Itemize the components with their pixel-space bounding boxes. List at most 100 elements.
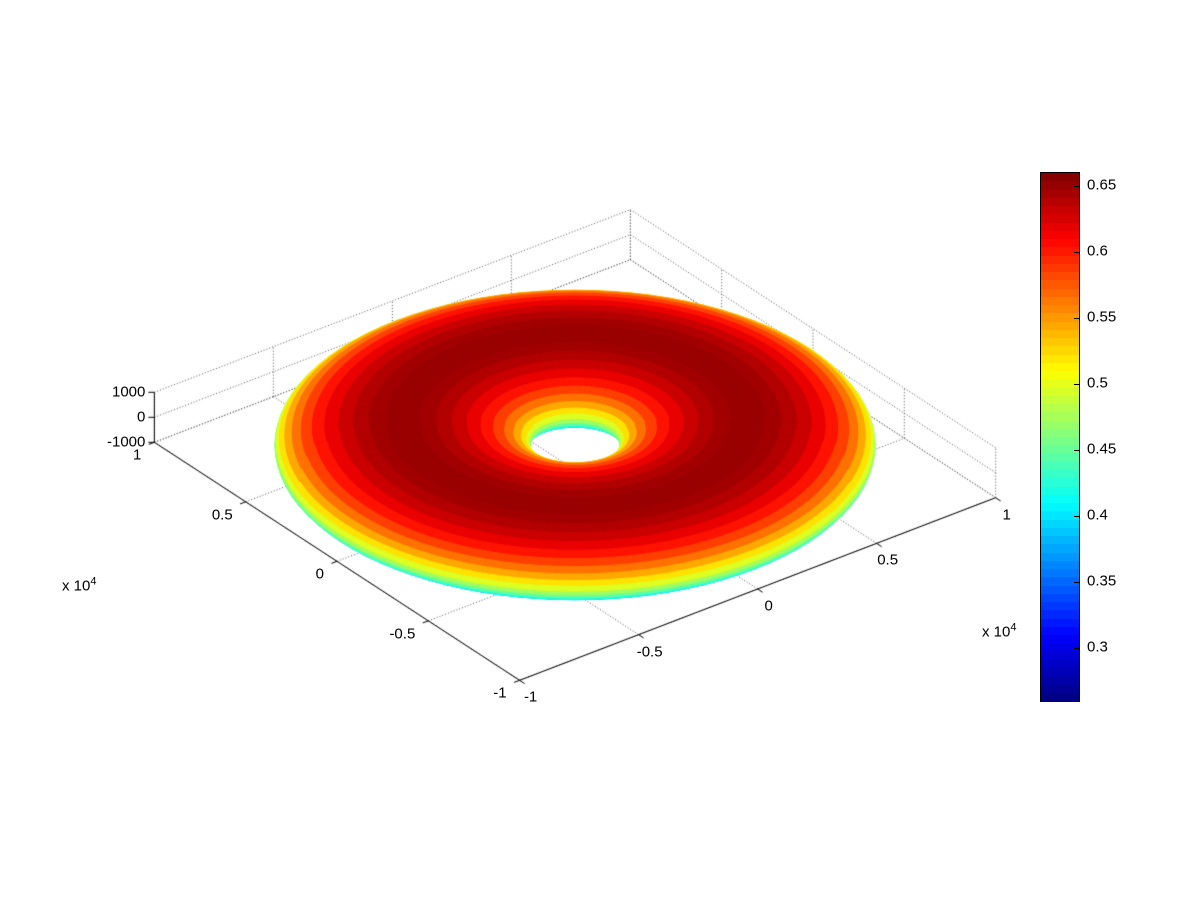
colorbar-color-strip	[1041, 494, 1079, 504]
colorbar-color-strip	[1041, 676, 1079, 686]
y-axis-tick-label: 0	[315, 565, 324, 583]
colorbar-tick-label: 0.55	[1087, 308, 1117, 326]
x-axis-tick-label: -1	[523, 688, 538, 706]
colorbar-color-strip	[1041, 560, 1079, 570]
colorbar-tick-label: 0.6	[1087, 242, 1108, 260]
x-axis-tick-label: 0.5	[877, 551, 899, 569]
colorbar-color-strip	[1041, 255, 1079, 265]
colorbar-color-strip	[1041, 684, 1079, 694]
colorbar-color-strip	[1041, 544, 1079, 554]
colorbar-color-strip	[1041, 461, 1079, 471]
x-axis-exponent-label: x 104	[982, 621, 1017, 641]
z-axis-tick-label: 1000	[111, 383, 146, 401]
colorbar-color-strip	[1041, 593, 1079, 603]
colorbar-color-strip	[1041, 272, 1079, 281]
colorbar-color-strip	[1041, 404, 1079, 413]
x-axis-tick-label: 0	[764, 597, 773, 615]
colorbar-tick-label: 0.45	[1087, 440, 1117, 458]
colorbar-color-strip	[1041, 173, 1079, 182]
colorbar-color-strip	[1041, 453, 1079, 463]
colorbar-color-strip	[1041, 519, 1079, 529]
colorbar-color-strip	[1041, 280, 1079, 290]
colorbar-color-strip	[1041, 552, 1079, 562]
y-axis-exponent-label-text: x 10	[62, 577, 91, 595]
colorbar-color-strip	[1041, 651, 1079, 661]
colorbar-color-strip	[1041, 585, 1079, 595]
colorbar-color-strip	[1041, 222, 1079, 232]
colorbar-color-strip	[1041, 445, 1079, 455]
colorbar-tick-mark	[1074, 384, 1079, 386]
colorbar-color-strip	[1041, 371, 1079, 380]
colorbar-color-strip	[1041, 206, 1079, 215]
colorbar-tick-mark	[1074, 186, 1079, 188]
colorbar-color-strip	[1041, 247, 1079, 257]
colorbar-color-strip	[1041, 362, 1079, 372]
colorbar-color-strip	[1041, 692, 1079, 702]
colorbar-color-strip	[1041, 338, 1079, 347]
colorbar-tick-mark	[1074, 582, 1079, 584]
colorbar-tick-mark	[1074, 252, 1079, 254]
colorbar-color-strip	[1041, 643, 1079, 653]
colorbar-color-strip	[1041, 527, 1079, 537]
colorbar-tick-mark	[1074, 516, 1079, 518]
colorbar-color-strip	[1041, 395, 1079, 405]
x-axis-tick-label: 1	[1002, 506, 1011, 524]
y-axis-exponent-label-power: 4	[90, 575, 97, 588]
colorbar-color-strip	[1041, 346, 1079, 356]
colorbar-tick-label: 0.4	[1087, 506, 1108, 524]
colorbar-tick-label: 0.65	[1087, 176, 1117, 194]
colorbar-color-strip	[1041, 313, 1079, 323]
z-axis-tick-label: -1000	[106, 433, 146, 451]
colorbar-color-strip	[1041, 503, 1079, 512]
x-axis-exponent-label-power: 4	[1010, 621, 1017, 634]
colorbar-color-strip	[1041, 263, 1079, 273]
colorbar-color-strip	[1041, 626, 1079, 636]
colorbar-color-strip	[1041, 412, 1079, 422]
x-axis-exponent-label-text: x 10	[982, 623, 1011, 641]
colorbar-color-strip	[1041, 470, 1079, 479]
colorbar-tick-mark	[1074, 318, 1079, 320]
y-axis-tick-label: -1	[493, 684, 507, 702]
colorbar-color-strip	[1041, 618, 1079, 628]
colorbar	[1040, 172, 1080, 702]
colorbar-color-strip	[1041, 420, 1079, 430]
colorbar-color-strip	[1041, 635, 1079, 644]
colorbar-color-strip	[1041, 486, 1079, 496]
colorbar-color-strip	[1041, 437, 1079, 446]
colorbar-color-strip	[1041, 428, 1079, 438]
colorbar-color-strip	[1041, 329, 1079, 339]
colorbar-color-strip	[1041, 659, 1079, 669]
colorbar-color-strip	[1041, 288, 1079, 298]
colorbar-color-strip	[1041, 239, 1079, 248]
colorbar-color-strip	[1041, 181, 1079, 191]
colorbar-color-strip	[1041, 214, 1079, 224]
colorbar-color-strip	[1041, 511, 1079, 521]
colorbar-color-strip	[1041, 197, 1079, 207]
y-axis-tick-label: 0.5	[211, 506, 233, 524]
colorbar-tick-label: 0.3	[1087, 638, 1108, 656]
colorbar-color-strip	[1041, 610, 1079, 620]
colorbar-color-strip	[1041, 354, 1079, 364]
y-axis-tick-label: -0.5	[389, 625, 416, 643]
colorbar-color-strip	[1041, 230, 1079, 240]
y-axis-tick-label: 1	[133, 446, 142, 464]
colorbar-color-strip	[1041, 387, 1079, 397]
colorbar-color-strip	[1041, 321, 1079, 331]
colorbar-tick-mark	[1074, 450, 1079, 452]
colorbar-color-strip	[1041, 305, 1079, 314]
colorbar-color-strip	[1041, 577, 1079, 587]
x-axis-tick-label: -0.5	[636, 643, 663, 661]
colorbar-color-strip	[1041, 536, 1079, 545]
colorbar-color-strip	[1041, 296, 1079, 306]
z-axis-tick-label: 0	[137, 408, 146, 426]
colorbar-color-strip	[1041, 478, 1079, 488]
colorbar-color-strip	[1041, 569, 1079, 578]
colorbar-color-strip	[1041, 602, 1079, 611]
colorbar-color-strip	[1041, 379, 1079, 389]
colorbar-color-strip	[1041, 189, 1079, 199]
colorbar-tick-label: 0.5	[1087, 374, 1108, 392]
colorbar-tick-mark	[1074, 648, 1079, 650]
y-axis-exponent-label: x 104	[62, 575, 97, 595]
